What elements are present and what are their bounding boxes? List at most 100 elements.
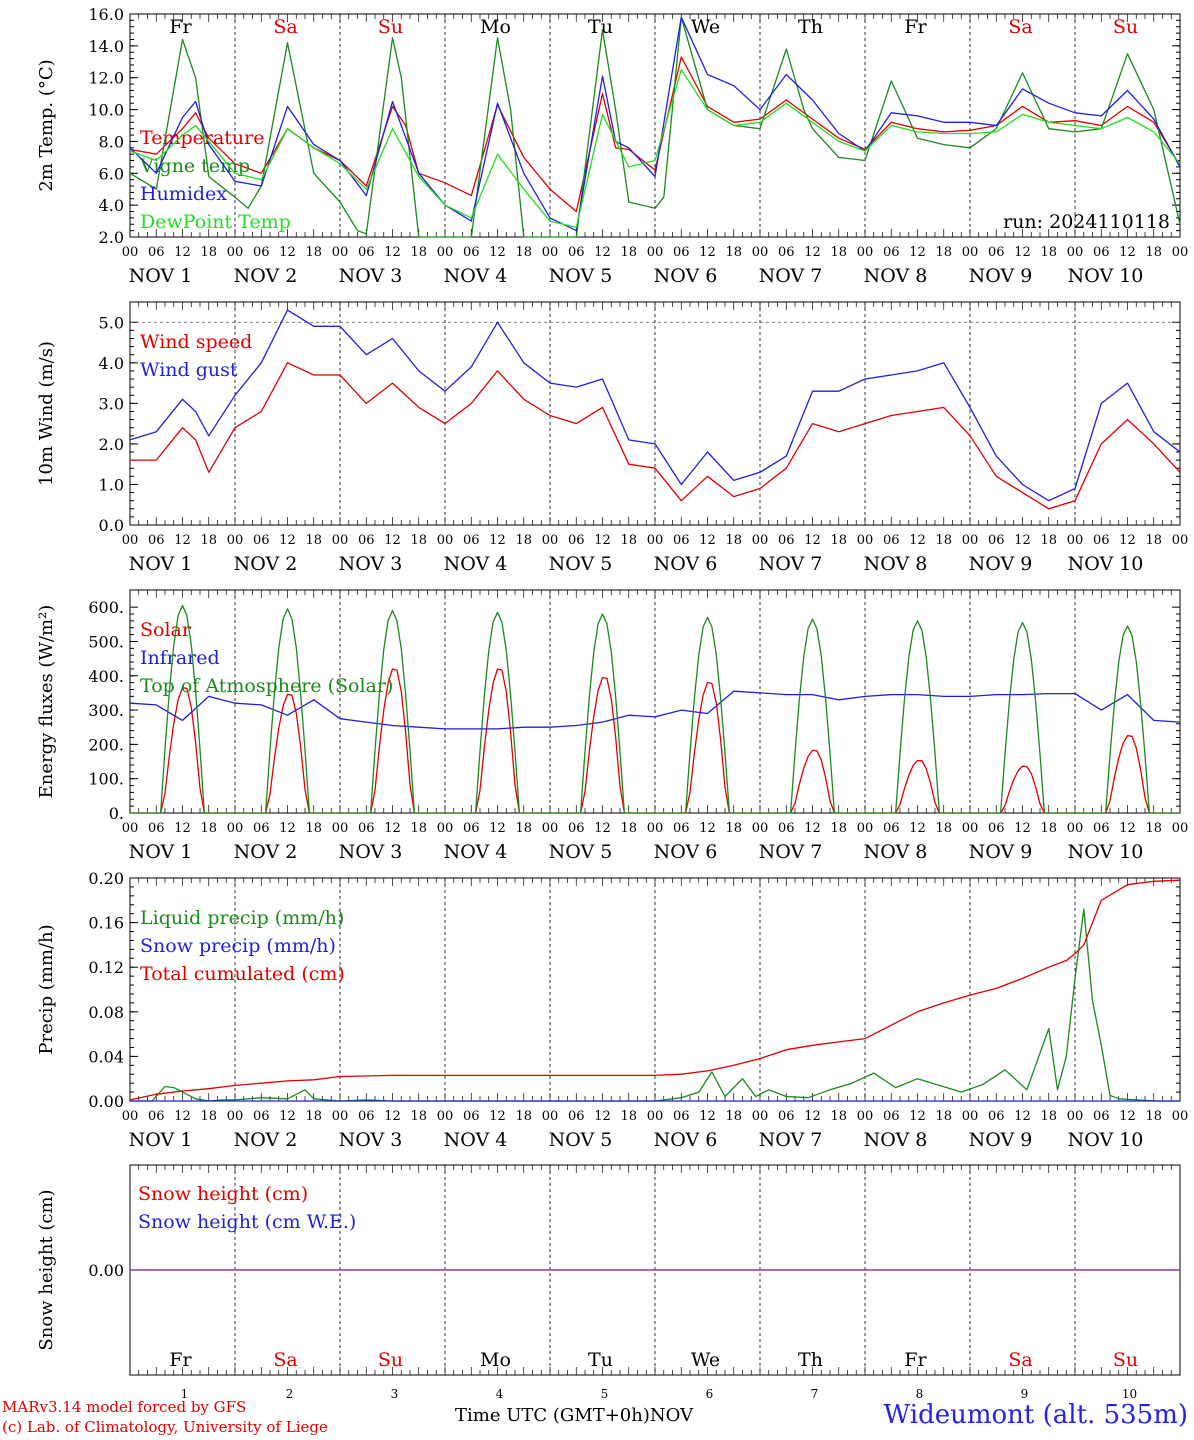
hour-tick-label: 18 <box>515 245 532 260</box>
date-label: NOV 4 <box>444 265 508 287</box>
hour-tick-label: 18 <box>935 533 952 548</box>
hour-tick-label: 06 <box>778 821 795 836</box>
day-number: 1 <box>181 1387 189 1401</box>
legend-entry: Solar <box>140 619 192 641</box>
hour-tick-label: 18 <box>830 1109 847 1124</box>
hour-tick-label: 06 <box>148 1109 165 1124</box>
date-label: NOV 4 <box>444 553 508 575</box>
station-label: Wideumont (alt. 535m) <box>883 1400 1188 1430</box>
hour-tick-label: 12 <box>594 1109 611 1124</box>
hour-tick-label: 00 <box>857 533 874 548</box>
date-label: NOV 6 <box>654 553 718 575</box>
hour-tick-label: 00 <box>857 1109 874 1124</box>
y-tick-label: 10.0 <box>88 101 124 120</box>
legend-entry: Total cumulated (cm) <box>140 963 345 985</box>
legend-entry: Temperature <box>140 127 264 149</box>
series-wind-gust <box>129 309 1181 502</box>
day-number: 9 <box>1021 1387 1029 1401</box>
date-label: NOV 10 <box>1068 553 1144 575</box>
day-label: Mo <box>480 1349 511 1371</box>
hour-tick-label: 12 <box>699 245 716 260</box>
hour-tick-label: 12 <box>909 821 926 836</box>
series-vigne-temp <box>129 16 1181 238</box>
legend-entry: Wind speed <box>140 331 252 353</box>
day-label: Mo <box>480 16 511 38</box>
y-tick-label: 0.16 <box>88 914 124 933</box>
day-label: Sa <box>273 16 297 38</box>
hour-tick-label: 06 <box>988 533 1005 548</box>
hour-tick-label: 06 <box>253 1109 270 1124</box>
hour-tick-label: 00 <box>752 821 769 836</box>
hour-tick-label: 00 <box>1067 821 1084 836</box>
hour-tick-label: 00 <box>962 245 979 260</box>
date-label: NOV 7 <box>759 553 823 575</box>
hour-tick-label: 00 <box>227 533 244 548</box>
hour-tick-label: 06 <box>148 533 165 548</box>
date-label: NOV 7 <box>759 265 823 287</box>
hour-tick-label: 06 <box>883 245 900 260</box>
hour-tick-label: 00 <box>962 533 979 548</box>
y-axis-label: 10m Wind (m/s) <box>36 341 57 486</box>
hour-tick-label: 00 <box>437 1109 454 1124</box>
hour-tick-label: 06 <box>673 821 690 836</box>
hour-tick-label: 00 <box>332 245 349 260</box>
time-axis-label: Time UTC (GMT+0h)NOV <box>455 1405 693 1426</box>
hour-tick-label: 18 <box>620 1109 637 1124</box>
hour-tick-label: 06 <box>253 533 270 548</box>
hour-tick-label: 18 <box>620 245 637 260</box>
hour-tick-label: 06 <box>988 1109 1005 1124</box>
hour-tick-label: 12 <box>384 1109 401 1124</box>
y-axis-label: 2m Temp. (°C) <box>36 59 57 191</box>
hour-tick-label: 06 <box>883 533 900 548</box>
hour-tick-label: 06 <box>778 1109 795 1124</box>
y-tick-label: 4.0 <box>99 196 124 215</box>
panel-2 <box>129 301 1181 526</box>
hour-tick-label: 12 <box>804 533 821 548</box>
hour-tick-label: 06 <box>358 245 375 260</box>
hour-tick-label: 18 <box>305 533 322 548</box>
series-liquid-precip-mm-h- <box>130 908 1180 1102</box>
hour-tick-label: 00 <box>1067 245 1084 260</box>
day-label: We <box>691 1349 720 1371</box>
hour-tick-label: 12 <box>489 1109 506 1124</box>
hour-tick-label: 12 <box>699 821 716 836</box>
hour-tick-label: 00 <box>542 533 559 548</box>
legend-entry: Snow height (cm W.E.) <box>138 1211 356 1233</box>
hour-tick-label: 00 <box>647 533 664 548</box>
lab-credit: (c) Lab. of Climatology, University of L… <box>2 1418 328 1436</box>
hour-tick-label: 06 <box>463 1109 480 1124</box>
hour-tick-label: 06 <box>673 1109 690 1124</box>
day-label: Sa <box>1008 1349 1032 1371</box>
hour-tick-label: 06 <box>253 245 270 260</box>
date-label: NOV 8 <box>864 1129 928 1151</box>
day-label: Fr <box>904 16 927 38</box>
hour-tick-label: 12 <box>174 821 191 836</box>
day-label: Fr <box>904 1349 927 1371</box>
hour-tick-label: 06 <box>1093 533 1110 548</box>
hour-tick-label: 00 <box>122 1109 139 1124</box>
hour-tick-label: 06 <box>1093 821 1110 836</box>
hour-tick-label: 18 <box>410 533 427 548</box>
day-label: Fr <box>169 1349 192 1371</box>
series-total-cumulated-cm- <box>129 879 1181 1101</box>
hour-tick-label: 12 <box>384 821 401 836</box>
hour-tick-label: 06 <box>1093 1109 1110 1124</box>
hour-tick-label: 00 <box>1172 245 1189 260</box>
series-infrared <box>129 690 1181 730</box>
hour-tick-label: 12 <box>594 533 611 548</box>
hour-tick-label: 00 <box>227 1109 244 1124</box>
series-dewpoint-temp <box>129 69 1181 229</box>
day-number: 2 <box>286 1387 294 1401</box>
day-number: 5 <box>601 1387 609 1401</box>
hour-tick-label: 12 <box>489 821 506 836</box>
hour-tick-label: 00 <box>227 245 244 260</box>
hour-tick-label: 18 <box>410 1109 427 1124</box>
date-label: NOV 10 <box>1068 1129 1144 1151</box>
y-axis-label: Snow height (cm) <box>36 1189 57 1350</box>
panel-1 <box>129 13 1181 238</box>
hour-tick-label: 18 <box>200 533 217 548</box>
hour-tick-label: 00 <box>227 821 244 836</box>
date-label: NOV 5 <box>549 553 613 575</box>
legend-entry: Humidex <box>140 183 227 205</box>
hour-tick-label: 06 <box>1093 245 1110 260</box>
